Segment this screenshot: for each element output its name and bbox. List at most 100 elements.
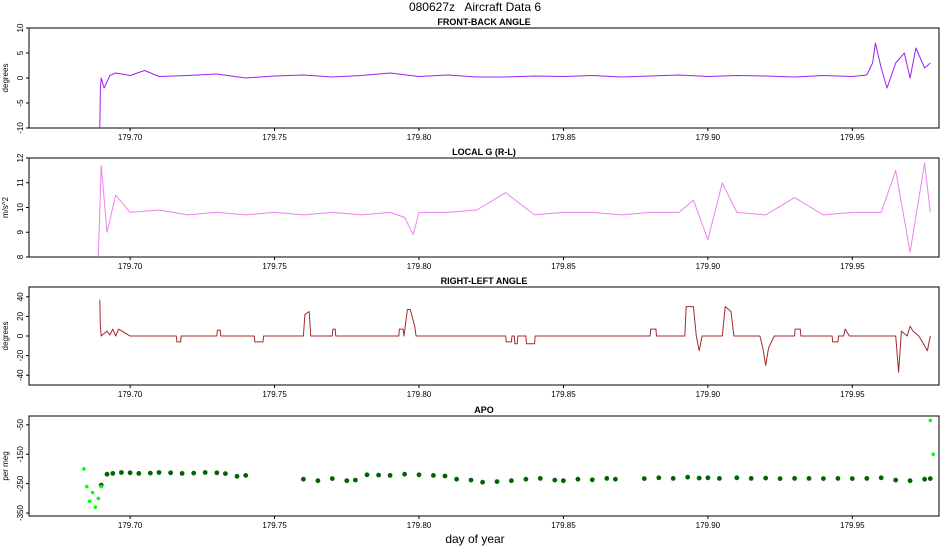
y-tick-label: 0 (16, 333, 25, 338)
y-tick-label: 20 (16, 311, 25, 320)
x-tick-label: 179.70 (118, 521, 143, 530)
series-line-1 (99, 299, 931, 373)
data-point (777, 476, 783, 481)
data-point (87, 499, 92, 504)
data-point (353, 477, 358, 483)
x-tick-label: 179.70 (118, 262, 143, 271)
data-point (214, 470, 220, 476)
x-tick-label: 179.80 (407, 262, 432, 271)
data-point (454, 476, 459, 482)
y-tick-label: -5 (16, 99, 25, 107)
data-point (922, 476, 927, 482)
data-point (613, 476, 618, 482)
data-point (685, 474, 691, 480)
data-point (928, 418, 933, 423)
x-tick-label: 179.85 (551, 262, 576, 271)
data-point (119, 470, 124, 475)
y-tick-label: 11 (16, 178, 25, 187)
x-tick-label: 179.70 (118, 133, 143, 142)
data-point (315, 478, 321, 484)
data-point (416, 472, 422, 478)
x-tick-label: 179.75 (262, 262, 287, 271)
x-tick-label: 179.75 (262, 390, 287, 399)
data-point (136, 471, 142, 476)
panel-2: LOCAL G (R-L) m/s^2 179.70 179.75 179.80 179.… (1, 147, 940, 271)
data-point (402, 471, 407, 477)
data-point (641, 476, 647, 481)
y-tick-label: 10 (16, 23, 25, 32)
y-tick-label: 0 (16, 75, 25, 80)
data-point (156, 470, 162, 475)
y-tick-label: -50 (16, 418, 25, 430)
x-tick-label: 179.85 (551, 521, 576, 530)
data-point (90, 490, 95, 495)
data-point (575, 476, 581, 482)
data-point (191, 470, 197, 476)
x-tick-label: 179.90 (696, 133, 721, 142)
panel-title: APO (474, 405, 494, 415)
x-tick-label: 179.80 (407, 521, 432, 530)
data-point (127, 470, 133, 476)
data-point (480, 479, 485, 485)
data-point (696, 475, 702, 481)
data-point (329, 476, 335, 481)
y-axis-label: m/s^2 (1, 196, 10, 218)
data-point (494, 479, 500, 484)
data-point (99, 484, 103, 489)
data-point (552, 477, 558, 483)
x-tick-label: 179.70 (118, 390, 143, 399)
panel-title: LOCAL G (R-L) (452, 147, 516, 157)
data-point (147, 470, 153, 476)
x-tick-label: 179.95 (840, 133, 865, 142)
data-point (604, 476, 610, 481)
data-point (110, 471, 116, 476)
panel-4: APO per meg 179.70 179.75 179.80 179.85 179.90… (1, 405, 940, 530)
data-point (96, 496, 101, 501)
data-point (893, 477, 899, 483)
plot-frame (28, 415, 940, 517)
data-point (509, 478, 514, 484)
data-point (234, 473, 240, 479)
x-tick-label: 179.75 (262, 521, 287, 530)
data-point (931, 452, 935, 457)
panel-3: RIGHT-LEFT ANGLE degrees 179.70 179.75 179.8… (1, 276, 940, 399)
data-point (878, 475, 884, 481)
y-tick-label: 40 (16, 292, 25, 301)
y-tick-label: 5 (16, 50, 25, 55)
data-point (82, 467, 86, 471)
data-point (301, 476, 306, 482)
x-tick-label: 179.75 (262, 133, 287, 142)
data-point (104, 471, 110, 477)
data-point (717, 476, 722, 481)
data-point (907, 478, 913, 484)
data-point (821, 476, 826, 481)
figure-title: 080627z Aircraft Data 6 (408, 0, 542, 14)
series-line-1 (97, 162, 931, 258)
data-point (589, 477, 595, 483)
data-point (85, 484, 89, 489)
data-point (748, 476, 754, 481)
x-tick-label: 179.95 (840, 390, 865, 399)
y-tick-label: -40 (16, 369, 25, 381)
data-point (202, 470, 208, 475)
data-point (670, 476, 676, 481)
data-point (431, 473, 436, 478)
y-tick-label: -10 (16, 122, 25, 134)
data-point (864, 476, 870, 481)
y-tick-label: -250 (16, 475, 25, 492)
data-point (927, 476, 933, 481)
data-point (561, 478, 566, 484)
y-tick-label: -150 (16, 446, 25, 463)
x-tick-label: 179.80 (407, 133, 432, 142)
x-tick-label: 179.95 (840, 521, 865, 530)
y-tick-label: 10 (16, 203, 25, 212)
data-point (243, 473, 249, 478)
x-tick-label: 179.90 (696, 262, 721, 271)
x-tick-label: 179.85 (551, 133, 576, 142)
data-point (344, 478, 350, 484)
data-point (364, 472, 370, 478)
data-point (387, 473, 393, 478)
x-axis-label: day of year (445, 532, 505, 546)
data-point (223, 471, 228, 476)
